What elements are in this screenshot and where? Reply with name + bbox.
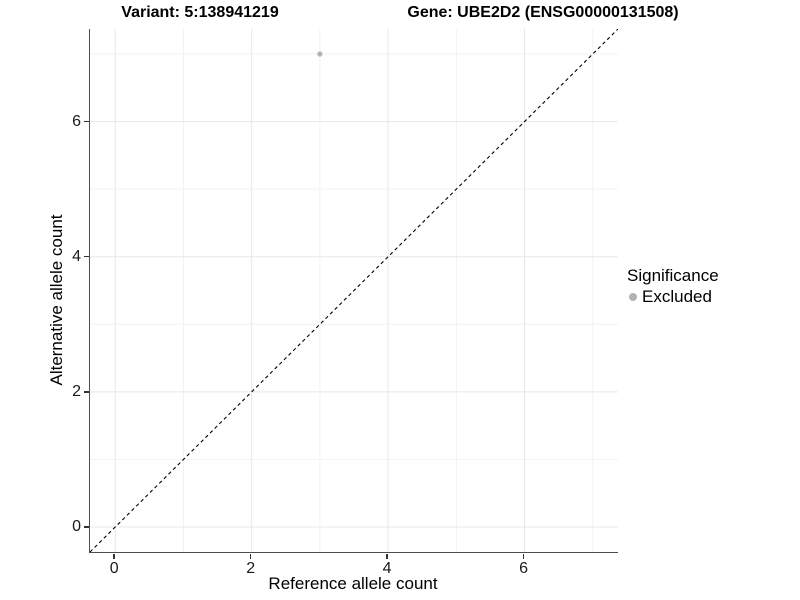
x-tick-mark (249, 553, 252, 559)
x-tick-label: 6 (519, 560, 528, 577)
y-tick-label: 2 (72, 382, 81, 400)
legend-items: Excluded (627, 287, 719, 307)
plot-title-gene: Gene: UBE2D2 (ENSG00000131508) (407, 4, 679, 21)
x-tick-label: 2 (246, 560, 256, 577)
x-tick-mark (386, 553, 388, 559)
legend-title: Significance (627, 266, 719, 285)
y-tick-mark (84, 391, 89, 393)
y-tick-mark (84, 255, 89, 258)
legend-item-excluded: Excluded (627, 287, 719, 307)
x-axis-title: Reference allele count (268, 574, 438, 593)
y-tick-label: 6 (72, 112, 81, 130)
y-tick-label: 0 (72, 517, 81, 535)
identity-line (90, 29, 618, 552)
y-tick-mark (84, 120, 89, 123)
legend: Significance Excluded (627, 266, 719, 307)
x-tick-mark (113, 553, 115, 559)
plot-title-variant: Variant: 5:138941219 (121, 4, 279, 21)
legend-item-label: Excluded (642, 287, 712, 306)
y-axis-title: Alternative allele count (47, 214, 66, 386)
legend-swatch-icon (629, 293, 637, 301)
x-tick-mark (522, 553, 525, 559)
plot-panel (89, 29, 618, 553)
data-point (317, 51, 323, 57)
y-tick-label: 4 (72, 247, 81, 265)
y-tick-mark (84, 526, 89, 528)
x-tick-label: 0 (109, 560, 119, 577)
plot-canvas (90, 29, 618, 552)
x-tick-label: 4 (382, 560, 392, 577)
